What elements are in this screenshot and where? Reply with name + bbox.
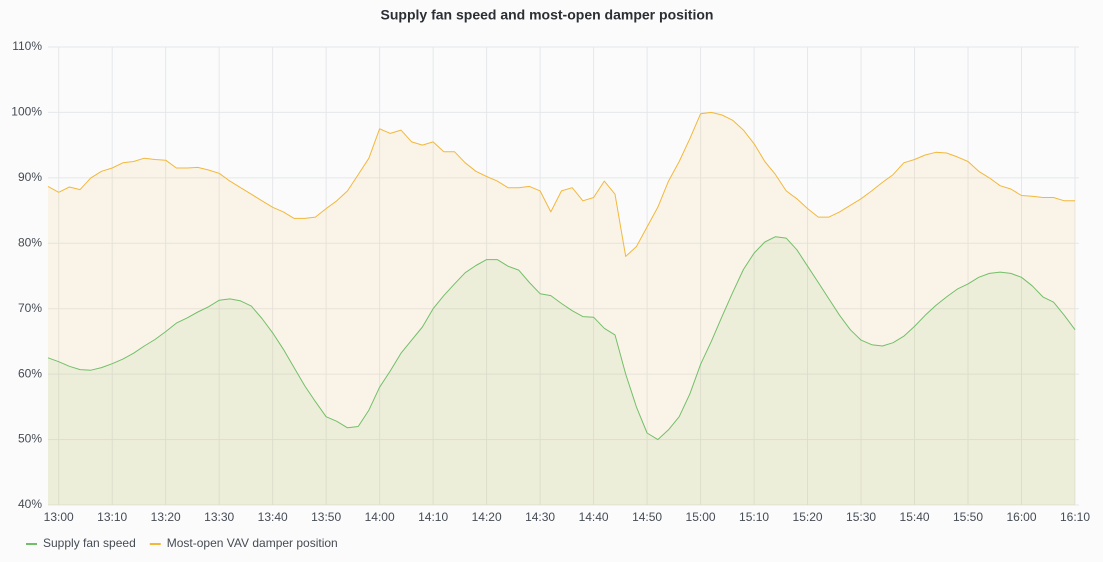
legend-label: Most-open VAV damper position bbox=[167, 536, 338, 550]
lines bbox=[47, 111, 1076, 441]
grid bbox=[48, 46, 1079, 506]
x-tick-label: 13:30 bbox=[204, 510, 234, 524]
y-tick-label: 40% bbox=[18, 497, 42, 511]
x-tick-label: 14:20 bbox=[472, 510, 502, 524]
y-tick-label: 80% bbox=[18, 235, 42, 249]
y-tick-label: 60% bbox=[18, 366, 42, 380]
x-tick-label: 14:00 bbox=[365, 510, 395, 524]
area-fill bbox=[48, 112, 1075, 506]
series-line bbox=[47, 111, 1075, 257]
x-tick-label: 15:10 bbox=[739, 510, 769, 524]
x-tick-label: 13:00 bbox=[44, 510, 74, 524]
x-tick-label: 13:40 bbox=[258, 510, 288, 524]
x-tick-label: 15:20 bbox=[793, 510, 823, 524]
x-tick-label: 14:30 bbox=[525, 510, 555, 524]
chart-title: Supply fan speed and most-open damper po… bbox=[381, 7, 714, 23]
axes: 40% 50% 60% 70% 80% 90% 100% 110% 13:00 13:10 13:2… bbox=[11, 39, 1090, 524]
y-tick-label: 100% bbox=[11, 105, 42, 119]
fills bbox=[48, 112, 1075, 506]
x-tick-label: 15:40 bbox=[900, 510, 930, 524]
area-fill bbox=[48, 236, 1075, 505]
y-tick-label: 70% bbox=[18, 301, 42, 315]
x-tick-label: 13:10 bbox=[97, 510, 127, 524]
legend-label: Supply fan speed bbox=[43, 536, 136, 550]
legend: Supply fan speed Most-open VAV damper pos… bbox=[26, 536, 338, 550]
x-tick-label: 16:00 bbox=[1006, 510, 1036, 524]
x-tick-label: 14:10 bbox=[418, 510, 448, 524]
series-line bbox=[47, 236, 1076, 441]
x-tick-label: 14:40 bbox=[579, 510, 609, 524]
y-tick-label: 90% bbox=[18, 170, 42, 184]
y-tick-label: 50% bbox=[18, 432, 42, 446]
x-tick-label: 14:50 bbox=[632, 510, 662, 524]
x-tick-label: 15:30 bbox=[846, 510, 876, 524]
y-tick-label: 110% bbox=[12, 39, 42, 53]
x-tick-label: 13:50 bbox=[311, 510, 341, 524]
x-tick-label: 13:20 bbox=[151, 510, 181, 524]
x-tick-label: 16:10 bbox=[1060, 510, 1090, 524]
x-tick-label: 15:00 bbox=[686, 510, 716, 524]
x-tick-label: 15:50 bbox=[953, 510, 983, 524]
